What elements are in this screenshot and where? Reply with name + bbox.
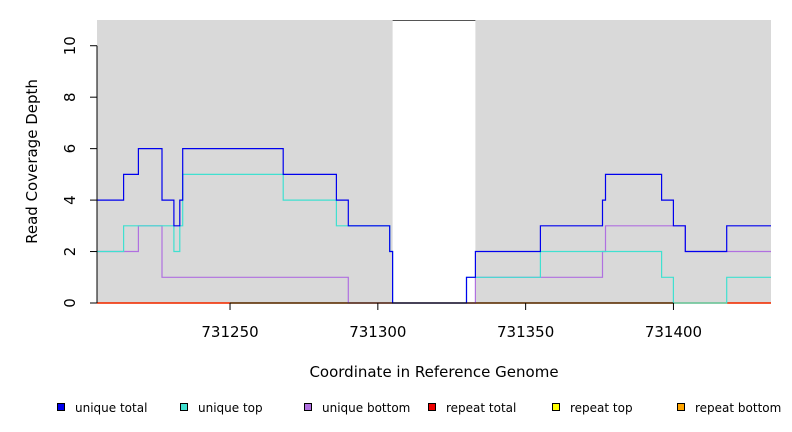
- y-tick-label: 2: [61, 247, 79, 257]
- x-tick-label: 731400: [645, 323, 702, 341]
- x-tick-label: 731250: [201, 323, 258, 341]
- y-tick-label: 10: [61, 36, 79, 55]
- x-tick-label: 731350: [497, 323, 554, 341]
- legend-swatch: [552, 403, 560, 411]
- legend-label: repeat bottom: [695, 401, 781, 415]
- y-tick-label: 8: [61, 92, 79, 102]
- y-tick-label: 6: [61, 144, 79, 154]
- legend-label: repeat total: [446, 401, 516, 415]
- x-tick-label: 731300: [349, 323, 406, 341]
- legend-swatch: [304, 403, 312, 411]
- y-tick-label: 0: [61, 298, 79, 308]
- legend-swatch: [180, 403, 188, 411]
- legend-swatch: [428, 403, 436, 411]
- y-axis-title: Read Coverage Depth: [23, 79, 41, 244]
- series-unique-total: [97, 148, 771, 304]
- legend-swatch: [57, 403, 65, 411]
- legend-label: unique total: [75, 401, 147, 415]
- legend-label: unique top: [198, 401, 263, 415]
- legend-swatch: [677, 403, 685, 411]
- gap-region: [392, 20, 476, 303]
- legend-label: unique bottom: [322, 401, 410, 415]
- x-axis-title: Coordinate in Reference Genome: [309, 363, 558, 381]
- legend-label: repeat top: [570, 401, 633, 415]
- y-tick-label: 4: [61, 195, 79, 205]
